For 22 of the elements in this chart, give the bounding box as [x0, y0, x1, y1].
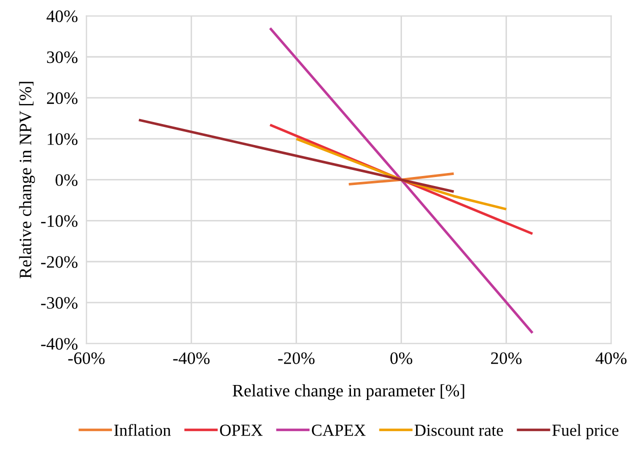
legend-label: Fuel price: [552, 424, 618, 440]
y-tick-label: 30%: [47, 51, 78, 64]
x-tick-label: -40%: [173, 352, 210, 364]
y-tick-label: 0%: [56, 174, 78, 186]
legend-label: CAPEX: [312, 424, 366, 436]
y-tick-label: -30%: [41, 297, 78, 309]
y-tick-label: 40%: [46, 10, 78, 22]
x-tick-label: 40%: [596, 352, 627, 364]
y-axis-title: Relative change in NPV [%]: [19, 82, 35, 278]
y-tick-label: -10%: [41, 215, 78, 227]
y-tick-label: 20%: [47, 92, 78, 104]
x-tick-label: 0%: [390, 352, 412, 364]
y-tick-label: -40%: [41, 338, 78, 350]
x-tick-label: -60%: [68, 352, 105, 364]
y-tick-label: 10%: [48, 133, 78, 146]
x-tick-label: -20%: [278, 352, 315, 364]
x-axis-title: Relative change in parameter [%]: [232, 384, 464, 400]
x-tick-label: 20%: [491, 352, 522, 364]
legend-label: OPEX: [220, 424, 263, 436]
legend-label: Discount rate: [414, 424, 503, 436]
legend-label: Inflation: [114, 424, 171, 436]
y-tick-label: -20%: [41, 256, 78, 268]
